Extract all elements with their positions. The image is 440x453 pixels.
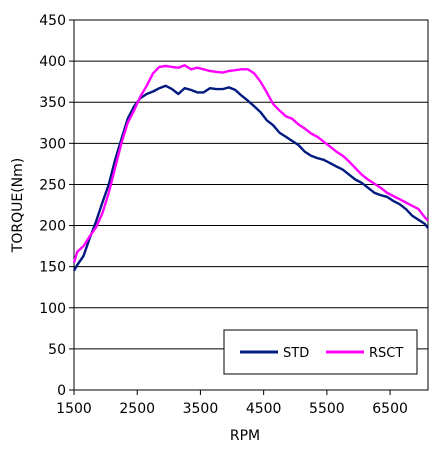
x-tick-label: 4500 (246, 401, 282, 417)
gridlines (74, 60, 428, 350)
y-tick-label: 200 (39, 219, 66, 235)
legend: STD RSCT (223, 329, 418, 375)
y-tick-label: 0 (57, 383, 66, 399)
y-axis-title: TORQUE(Nm) (10, 158, 26, 253)
series-line-std (72, 84, 429, 272)
x-axis-title: RPM (230, 428, 260, 444)
y-tick-label: 100 (39, 301, 66, 317)
y-tick-label: 350 (39, 95, 66, 111)
plot-frame (73, 19, 429, 391)
y-axis-ticks: 0 50 100 150 200 250 300 350 400 450 (39, 13, 74, 399)
x-tick-label: 2500 (119, 401, 155, 417)
y-tick-label: 300 (39, 136, 66, 152)
y-tick-label: 150 (39, 260, 66, 276)
series-lines (72, 64, 429, 272)
series-line-rsct (72, 64, 429, 263)
x-tick-label: 5500 (309, 401, 345, 417)
legend-rsct-label: RSCT (369, 346, 403, 361)
y-tick-label: 450 (39, 13, 66, 29)
x-tick-label: 6500 (372, 401, 408, 417)
y-tick-label: 400 (39, 54, 66, 70)
x-tick-label: 1500 (56, 401, 92, 417)
y-tick-label: 250 (39, 177, 66, 193)
x-axis-ticks: 1500 2500 3500 4500 5500 6500 (56, 390, 408, 417)
y-tick-label: 50 (48, 342, 66, 358)
legend-std-label: STD (283, 346, 309, 361)
x-tick-label: 3500 (183, 401, 219, 417)
